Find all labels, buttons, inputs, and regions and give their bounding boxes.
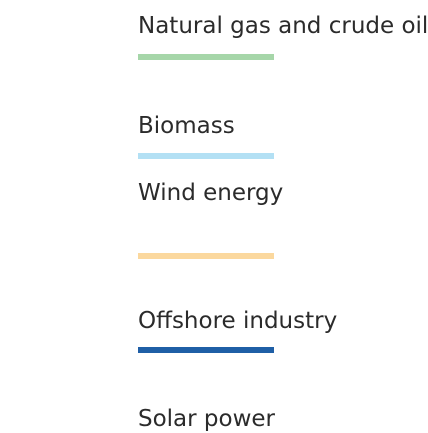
legend-label: Biomass: [138, 113, 235, 139]
legend-swatch: [138, 153, 274, 159]
legend-label: Solar power: [138, 406, 276, 432]
legend-label: Offshore industry: [138, 308, 338, 334]
legend-swatch: [138, 347, 274, 353]
legend-swatch: [138, 253, 274, 259]
legend-label: Wind energy: [138, 180, 284, 206]
legend-label: Natural gas and crude oil: [138, 13, 428, 39]
legend-swatch: [138, 54, 274, 60]
